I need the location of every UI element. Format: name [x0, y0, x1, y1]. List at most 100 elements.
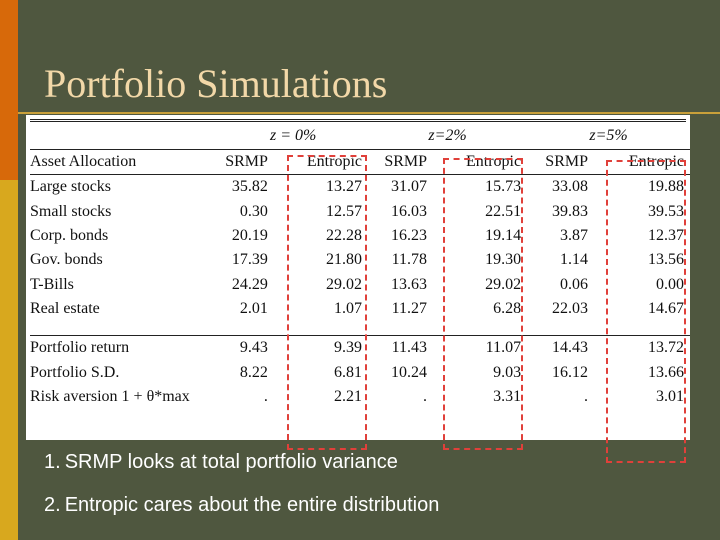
table-cell: 1.07 [333, 299, 362, 317]
table-cell: 3.01 [656, 387, 684, 405]
note-text: SRMP looks at total portfolio variance [64, 451, 398, 473]
column-header: Entropic [465, 153, 522, 171]
table-cell: 10.24 [391, 363, 428, 381]
results-table: z = 0% z=2% z=5% Asset Allocation SRMP E… [30, 123, 690, 409]
table-cell: . [263, 387, 268, 405]
note-number: 1. [44, 451, 61, 473]
title-divider [18, 112, 720, 114]
table-cell: 2.01 [239, 299, 268, 317]
column-header: SRMP [225, 153, 268, 171]
group-header: z=2% [428, 127, 467, 144]
note-number: 2. [44, 494, 61, 516]
table-cell: 33.08 [552, 178, 588, 196]
table-cell: 6.28 [493, 299, 522, 317]
table-cell: 14.43 [552, 339, 588, 357]
table-cell: 22.51 [485, 202, 522, 220]
accent-bar-yellow [0, 180, 18, 540]
note-text: Entropic cares about the entire distribu… [64, 494, 440, 516]
table-cell: 6.81 [333, 363, 362, 381]
table-row: Gov. bonds 17.39 21.80 11.78 19.30 1.14 13.56 [30, 248, 690, 272]
table-cell: 39.53 [648, 202, 684, 220]
table-row: Portfolio S.D. 8.22 6.81 10.24 9.03 16.12 13.6… [30, 360, 690, 384]
table-cell: 31.07 [391, 178, 428, 196]
table-row: Large stocks 35.82 13.27 31.07 15.73 33.08 19.… [30, 175, 690, 200]
table-row: Small stocks 0.30 12.57 16.03 22.51 39.83 39.5… [30, 200, 690, 224]
table-cell: 19.88 [648, 178, 684, 196]
results-table-panel: z = 0% z=2% z=5% Asset Allocation SRMP E… [26, 115, 690, 440]
note-item: 1. SRMP looks at total portfolio variance [44, 451, 398, 474]
group-header: z=5% [589, 127, 628, 144]
summary-rows: Portfolio return 9.43 9.39 11.43 11.07 14.43 1… [30, 336, 690, 409]
row-label: Gov. bonds [30, 251, 103, 269]
table-cell: 22.28 [325, 227, 362, 245]
table-cell: 39.83 [552, 202, 588, 220]
table-row: Real estate 2.01 1.07 11.27 6.28 22.03 14.67 [30, 297, 690, 321]
table-cell: 15.73 [485, 178, 522, 196]
table-cell: 9.43 [239, 339, 268, 357]
table-row: Risk aversion 1 + θ*max. 2.21. 3.31. 3.01 [30, 385, 690, 409]
table-row: T-Bills 24.29 29.02 13.63 29.02 0.06 0.00 [30, 272, 690, 296]
note-item: 2. Entropic cares about the entire distri… [44, 494, 439, 517]
table-cell: 3.87 [560, 227, 588, 245]
column-header: Asset Allocation [30, 153, 137, 171]
row-label: Large stocks [30, 178, 112, 196]
row-label: Portfolio return [30, 339, 130, 357]
table-cell: 16.12 [552, 363, 588, 381]
table-top-rule-2 [30, 121, 686, 122]
row-label: Risk aversion 1 + θ*max [30, 387, 190, 405]
table-cell: 9.03 [493, 363, 522, 381]
column-header-row: Asset Allocation SRMP Entropic SRMP Entr… [30, 149, 690, 175]
table-cell: 0.00 [656, 275, 684, 293]
table-cell: 22.03 [552, 299, 588, 317]
row-label: Real estate [30, 299, 100, 317]
table-cell: . [584, 387, 588, 405]
table-cell: 11.27 [391, 299, 428, 317]
table-cell: 11.43 [391, 339, 428, 357]
table-cell: . [423, 387, 428, 405]
table-row: Corp. bonds 20.19 22.28 16.23 19.14 3.87 12.37 [30, 224, 690, 248]
table-cell: 35.82 [231, 178, 268, 196]
column-header: Entropic [306, 153, 362, 171]
accent-bar-orange [0, 0, 18, 180]
table-top-rule [30, 119, 686, 120]
asset-rows: Large stocks 35.82 13.27 31.07 15.73 33.08 19.… [30, 175, 690, 321]
column-header: SRMP [545, 153, 588, 171]
table-cell: 14.67 [648, 299, 684, 317]
table-cell: 24.29 [231, 275, 268, 293]
slide-title: Portfolio Simulations [44, 61, 388, 106]
row-label: Portfolio S.D. [30, 363, 120, 381]
table-cell: 12.37 [648, 227, 684, 245]
table-cell: 17.39 [231, 251, 268, 269]
group-header: z = 0% [269, 127, 317, 144]
table-cell: 16.23 [391, 227, 428, 245]
row-label: T-Bills [30, 275, 74, 293]
group-header-row: z = 0% z=2% z=5% [30, 123, 690, 150]
table-cell: 13.66 [648, 363, 684, 381]
table-cell: 9.39 [333, 339, 362, 357]
table-cell: 16.03 [391, 202, 428, 220]
table-cell: 29.02 [485, 275, 522, 293]
table-cell: 19.30 [485, 251, 522, 269]
table-cell: 19.14 [485, 227, 522, 245]
table-cell: 21.80 [325, 251, 362, 269]
row-label: Corp. bonds [30, 227, 109, 245]
column-header: SRMP [384, 153, 428, 171]
table-cell: 13.72 [648, 339, 684, 357]
table-cell: 12.57 [325, 202, 362, 220]
table-row: Portfolio return 9.43 9.39 11.43 11.07 14.43 1… [30, 336, 690, 361]
table-cell: 13.63 [391, 275, 428, 293]
table-cell: 13.56 [648, 251, 684, 269]
table-cell: 0.30 [239, 202, 268, 220]
table-cell: 8.22 [239, 363, 268, 381]
highlight-box-entropic-z0 [287, 155, 367, 450]
table-cell: 3.31 [493, 387, 522, 405]
table-cell: 2.21 [333, 387, 362, 405]
section-divider [30, 321, 690, 336]
table-cell: 1.14 [560, 251, 588, 269]
table-cell: 11.78 [391, 251, 428, 269]
highlight-box-entropic-z2 [443, 158, 523, 450]
highlight-box-entropic-z5 [606, 160, 686, 463]
table-cell: 13.27 [325, 178, 362, 196]
table-cell: 29.02 [325, 275, 362, 293]
table-cell: 0.06 [560, 275, 588, 293]
